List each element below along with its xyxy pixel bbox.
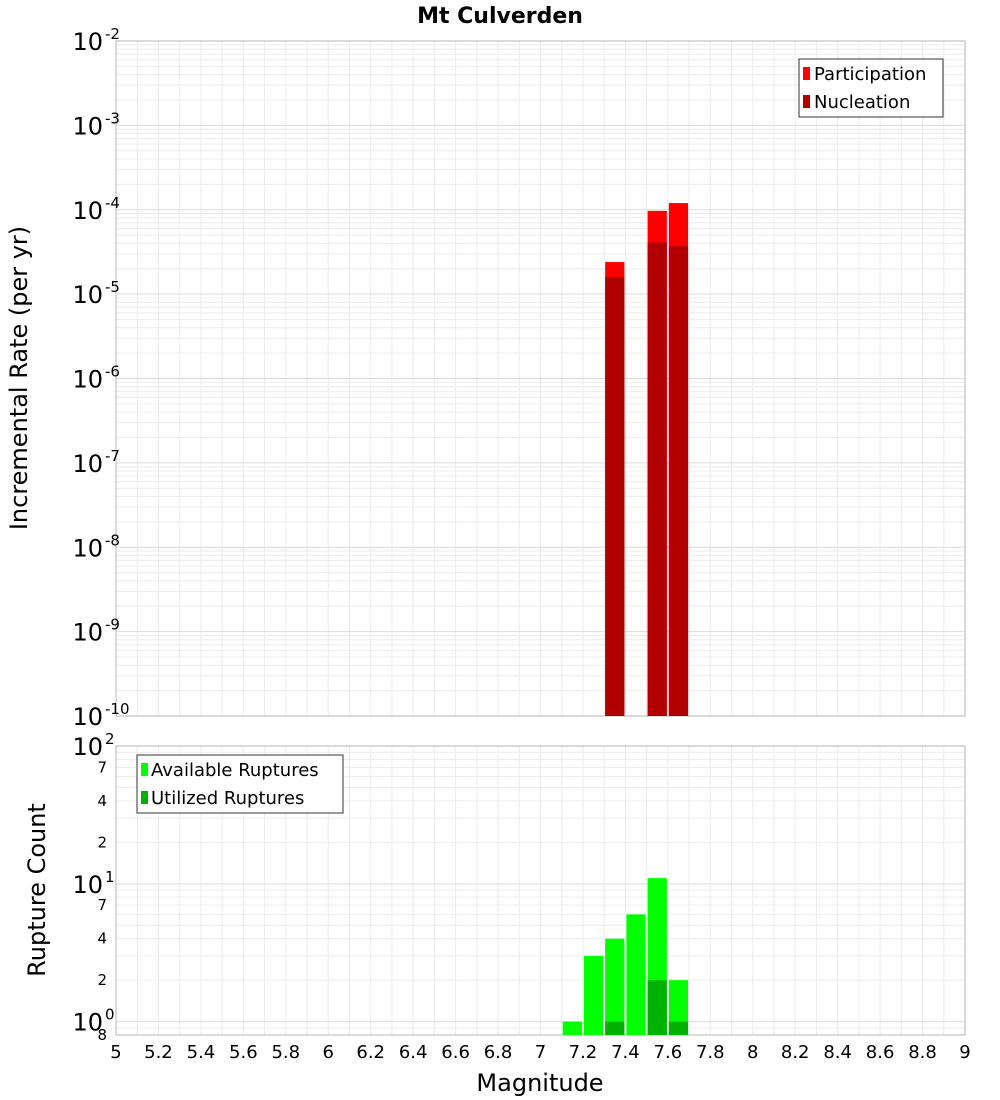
bottom-y-minor-tick-label: 8: [97, 1026, 107, 1044]
bottom-bar-utilized-ruptures: [647, 980, 667, 1035]
legend-label-utilized: Utilized Ruptures: [151, 788, 304, 809]
bottom-plot-frame: [115, 745, 966, 1036]
top-y-tick-label: 10: [72, 619, 103, 647]
bottom-y-minor-tick-label: 2: [97, 971, 107, 989]
top-y-tick-label: 10: [72, 366, 103, 394]
x-tick-label: 6.6: [441, 1042, 470, 1063]
bottom-y-tick-label-exponent: 2: [105, 730, 115, 748]
bottom-y-minor-tick-label: 4: [97, 792, 107, 810]
bottom-bar-available-ruptures: [562, 1021, 582, 1035]
top-bar-nucleation: [647, 242, 667, 716]
x-tick-label: 5.6: [229, 1042, 258, 1063]
top-y-tick-label-exponent: -8: [105, 531, 120, 549]
top-y-tick-label-exponent: -10: [105, 700, 130, 718]
top-y-axis-label: Incremental Rate (per yr): [5, 226, 33, 530]
top-y-tick-label-exponent: -9: [105, 616, 120, 634]
x-tick-label: 8: [747, 1042, 758, 1063]
top-bar-nucleation: [668, 246, 689, 716]
top-bar-nucleation: [605, 276, 625, 716]
bottom-y-axis-label: Rupture Count: [23, 803, 51, 977]
x-tick-label: 8.2: [781, 1042, 810, 1063]
legend-swatch-participation: [803, 67, 810, 80]
legend-swatch-utilized: [141, 791, 148, 804]
x-tick-label: 5: [110, 1042, 121, 1063]
x-tick-label: 6: [323, 1042, 334, 1063]
top-y-tick-label-exponent: -5: [105, 278, 120, 296]
bottom-bar-available-ruptures: [583, 955, 604, 1035]
legend-swatch-available: [141, 763, 148, 776]
top-legend: Participation Nucleation: [798, 58, 944, 118]
bottom-bar-utilized-ruptures: [668, 1021, 689, 1035]
top-y-tick-label: 10: [72, 703, 103, 731]
bottom-bar-available-ruptures: [668, 980, 689, 1035]
bottom-y-minor-tick-label: 4: [97, 930, 107, 948]
bottom-bar-available-ruptures: [605, 938, 625, 1035]
bottom-y-tick-label: 10: [72, 1009, 103, 1037]
bottom-y-tick-label: 10: [72, 871, 103, 899]
bottom-y-minor-tick-label: 2: [97, 833, 107, 851]
top-y-tick-label: 10: [72, 197, 103, 225]
legend-swatch-nucleation: [803, 95, 810, 108]
bottom-y-minor-tick-label: 7: [97, 758, 107, 776]
x-tick-label: 7: [535, 1042, 546, 1063]
legend-label-participation: Participation: [814, 64, 926, 85]
top-y-tick-label: 10: [72, 281, 103, 309]
x-tick-label: 7.8: [696, 1042, 725, 1063]
legend-label-nucleation: Nucleation: [814, 92, 910, 113]
x-tick-label: 7.6: [654, 1042, 683, 1063]
x-tick-label: 6.2: [356, 1042, 385, 1063]
top-y-tick-label: 10: [72, 450, 103, 478]
top-y-tick-label: 10: [72, 28, 103, 56]
chart-title: Mt Culverden: [417, 4, 583, 29]
x-tick-label: 8.4: [823, 1042, 852, 1063]
top-y-tick-label-exponent: -7: [105, 447, 120, 465]
top-y-tick-label-exponent: -4: [105, 194, 120, 212]
top-y-tick-label-exponent: -3: [105, 109, 120, 127]
top-y-tick-label: 10: [72, 112, 103, 140]
bottom-y-tick-label-exponent: 1: [105, 868, 115, 886]
bottom-y-minor-tick-label: 7: [97, 896, 107, 914]
x-tick-label: 8.6: [866, 1042, 895, 1063]
bottom-legend: Available Ruptures Utilized Ruptures: [136, 754, 344, 814]
x-tick-label: 5.2: [144, 1042, 173, 1063]
legend-label-available: Available Ruptures: [151, 760, 319, 781]
x-axis-label: Magnitude: [476, 1069, 603, 1097]
x-tick-label: 5.8: [271, 1042, 300, 1063]
x-tick-label: 6.8: [484, 1042, 513, 1063]
x-tick-label: 7.4: [611, 1042, 640, 1063]
x-tick-label: 6.4: [399, 1042, 428, 1063]
bottom-bar-available-ruptures: [626, 914, 646, 1035]
top-y-tick-label-exponent: -2: [105, 25, 120, 43]
top-y-tick-label-exponent: -6: [105, 363, 120, 381]
x-tick-label: 8.8: [908, 1042, 937, 1063]
top-y-tick-label: 10: [72, 534, 103, 562]
bottom-y-tick-label: 10: [72, 733, 103, 761]
bottom-bar-utilized-ruptures: [605, 1021, 625, 1035]
x-tick-label: 9: [959, 1042, 970, 1063]
x-tick-label: 5.4: [187, 1042, 216, 1063]
bottom-y-tick-label-exponent: 0: [105, 1006, 115, 1024]
top-plot-frame: [115, 40, 966, 717]
x-tick-label: 7.2: [569, 1042, 598, 1063]
